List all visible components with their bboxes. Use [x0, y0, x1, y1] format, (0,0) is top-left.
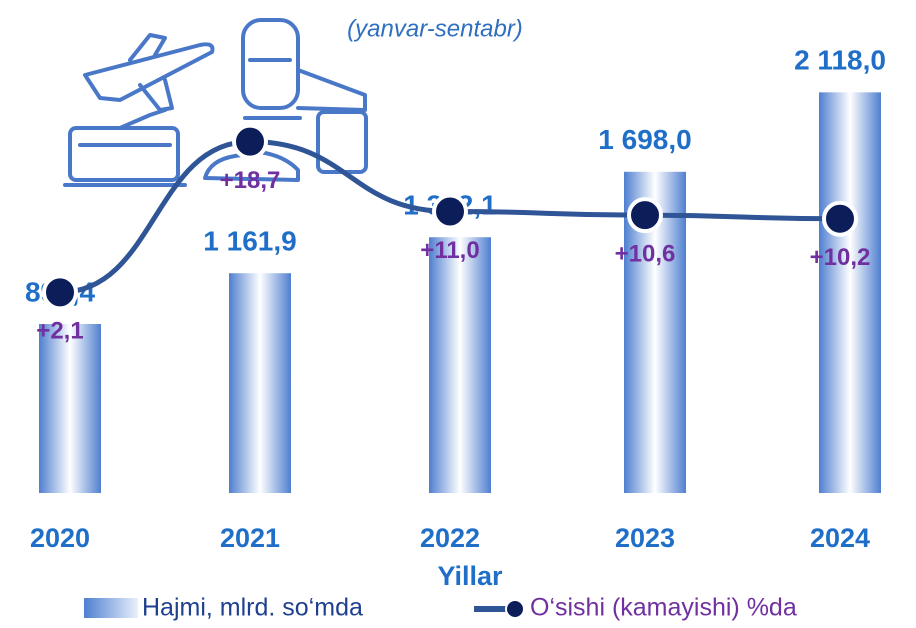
x-tick-label: 2022	[420, 523, 480, 553]
x-tick-label: 2024	[810, 523, 870, 553]
bar	[229, 273, 291, 493]
subtitle: (yanvar-sentabr)	[347, 15, 523, 42]
legend-marker	[505, 599, 525, 619]
bar-value-label: 1 698,0	[598, 124, 691, 155]
growth-marker	[822, 200, 858, 237]
growth-value-label: +10,6	[615, 240, 676, 267]
growth-value-label: +11,0	[420, 237, 479, 264]
bar	[429, 237, 491, 493]
x-tick-label: 2021	[220, 523, 280, 553]
legend-swatch	[84, 598, 138, 618]
growth-marker	[627, 197, 663, 234]
bar	[819, 92, 881, 493]
x-tick-label: 2023	[615, 523, 675, 553]
x-axis-label: Yillar	[437, 561, 503, 591]
x-tick-label: 2020	[30, 523, 90, 553]
bar-value-label: 1 161,9	[203, 226, 296, 257]
growth-value-label: +2,1	[36, 318, 83, 345]
bar-value-label: 2 118,0	[794, 45, 886, 76]
bar	[39, 323, 101, 493]
growth-marker	[42, 274, 78, 311]
growth-marker	[232, 123, 268, 160]
growth-marker	[432, 193, 468, 230]
legend-label: Hajmi, mlrd. so‘mda	[142, 594, 363, 622]
growth-value-label: +18,7	[220, 167, 281, 194]
legend-label: O‘sishi (kamayishi) %da	[530, 594, 797, 622]
growth-value-label: +10,2	[810, 244, 871, 271]
growth-line	[59, 139, 841, 295]
